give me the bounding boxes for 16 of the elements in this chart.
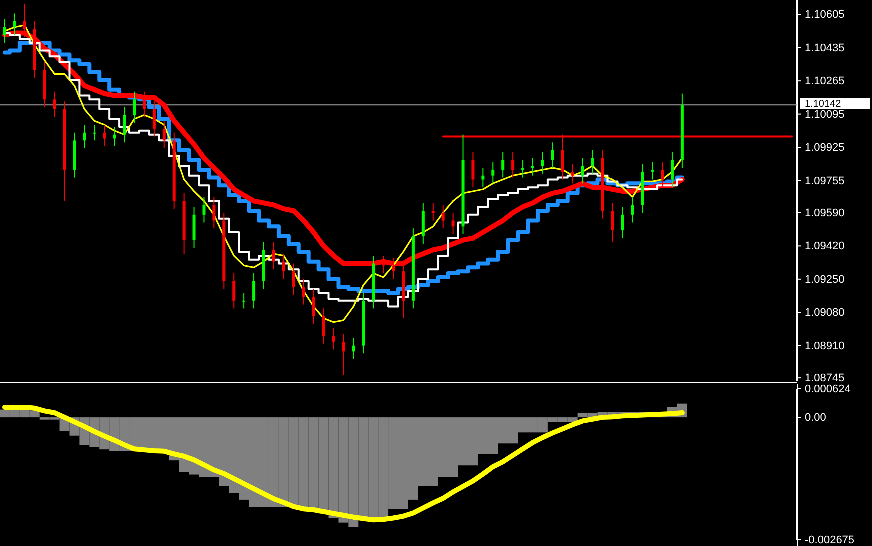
y-tick-label: 1.10435: [805, 42, 845, 54]
y-tick-label: 1.10605: [805, 9, 845, 22]
y-tick-label: 1.08910: [805, 340, 845, 352]
y-tick-label: 1.09080: [805, 307, 845, 320]
y-tick-label: 1.08745: [805, 372, 845, 385]
y-tick-label: 1.09250: [805, 274, 845, 286]
y-tick-label: 1.09755: [805, 175, 845, 188]
y-tick-label: 1.09420: [805, 240, 845, 253]
y-tick-label: 1.10095: [805, 108, 845, 121]
ref-line-label: 1.10142: [805, 99, 842, 110]
y-tick-label: -0.002675: [805, 534, 855, 546]
y-tick-label: 1.09925: [805, 142, 845, 154]
y-tick-label: 0.000624: [805, 384, 851, 396]
y-tick-label: 1.10265: [805, 76, 845, 88]
y-tick-label: 1.09590: [805, 207, 845, 220]
y-tick-label: 0.00: [805, 412, 826, 424]
